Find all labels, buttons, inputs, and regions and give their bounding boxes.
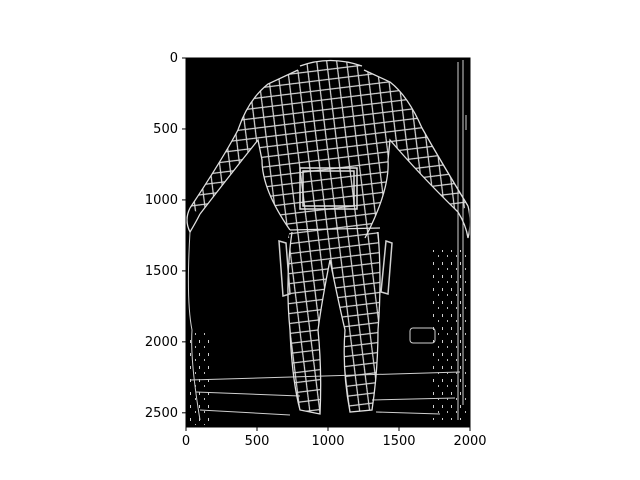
x-tick-label: 500 (245, 434, 270, 449)
x-tick-label: 0 (182, 434, 190, 449)
y-tick-label: 500 (153, 122, 178, 137)
y-tick-label: 2000 (145, 335, 178, 350)
x-tick-label: 2000 (453, 434, 486, 449)
side-holders (278, 239, 393, 297)
y-tick-label: 1000 (145, 193, 178, 208)
y-tick-label: 0 (170, 51, 178, 66)
chest-rectangle (299, 167, 358, 210)
y-tick-label: 1500 (145, 264, 178, 279)
background-speckle-left (188, 330, 210, 425)
x-tick-label: 1000 (311, 434, 344, 449)
x-tick-label: 1500 (382, 434, 415, 449)
body-outline (186, 59, 471, 415)
y-axis: 0 500 1000 1500 2000 2500 (145, 51, 186, 421)
x-axis: 0 500 1000 1500 2000 (182, 427, 487, 449)
y-tick-label: 2500 (145, 406, 178, 421)
background-speckle (430, 250, 468, 420)
